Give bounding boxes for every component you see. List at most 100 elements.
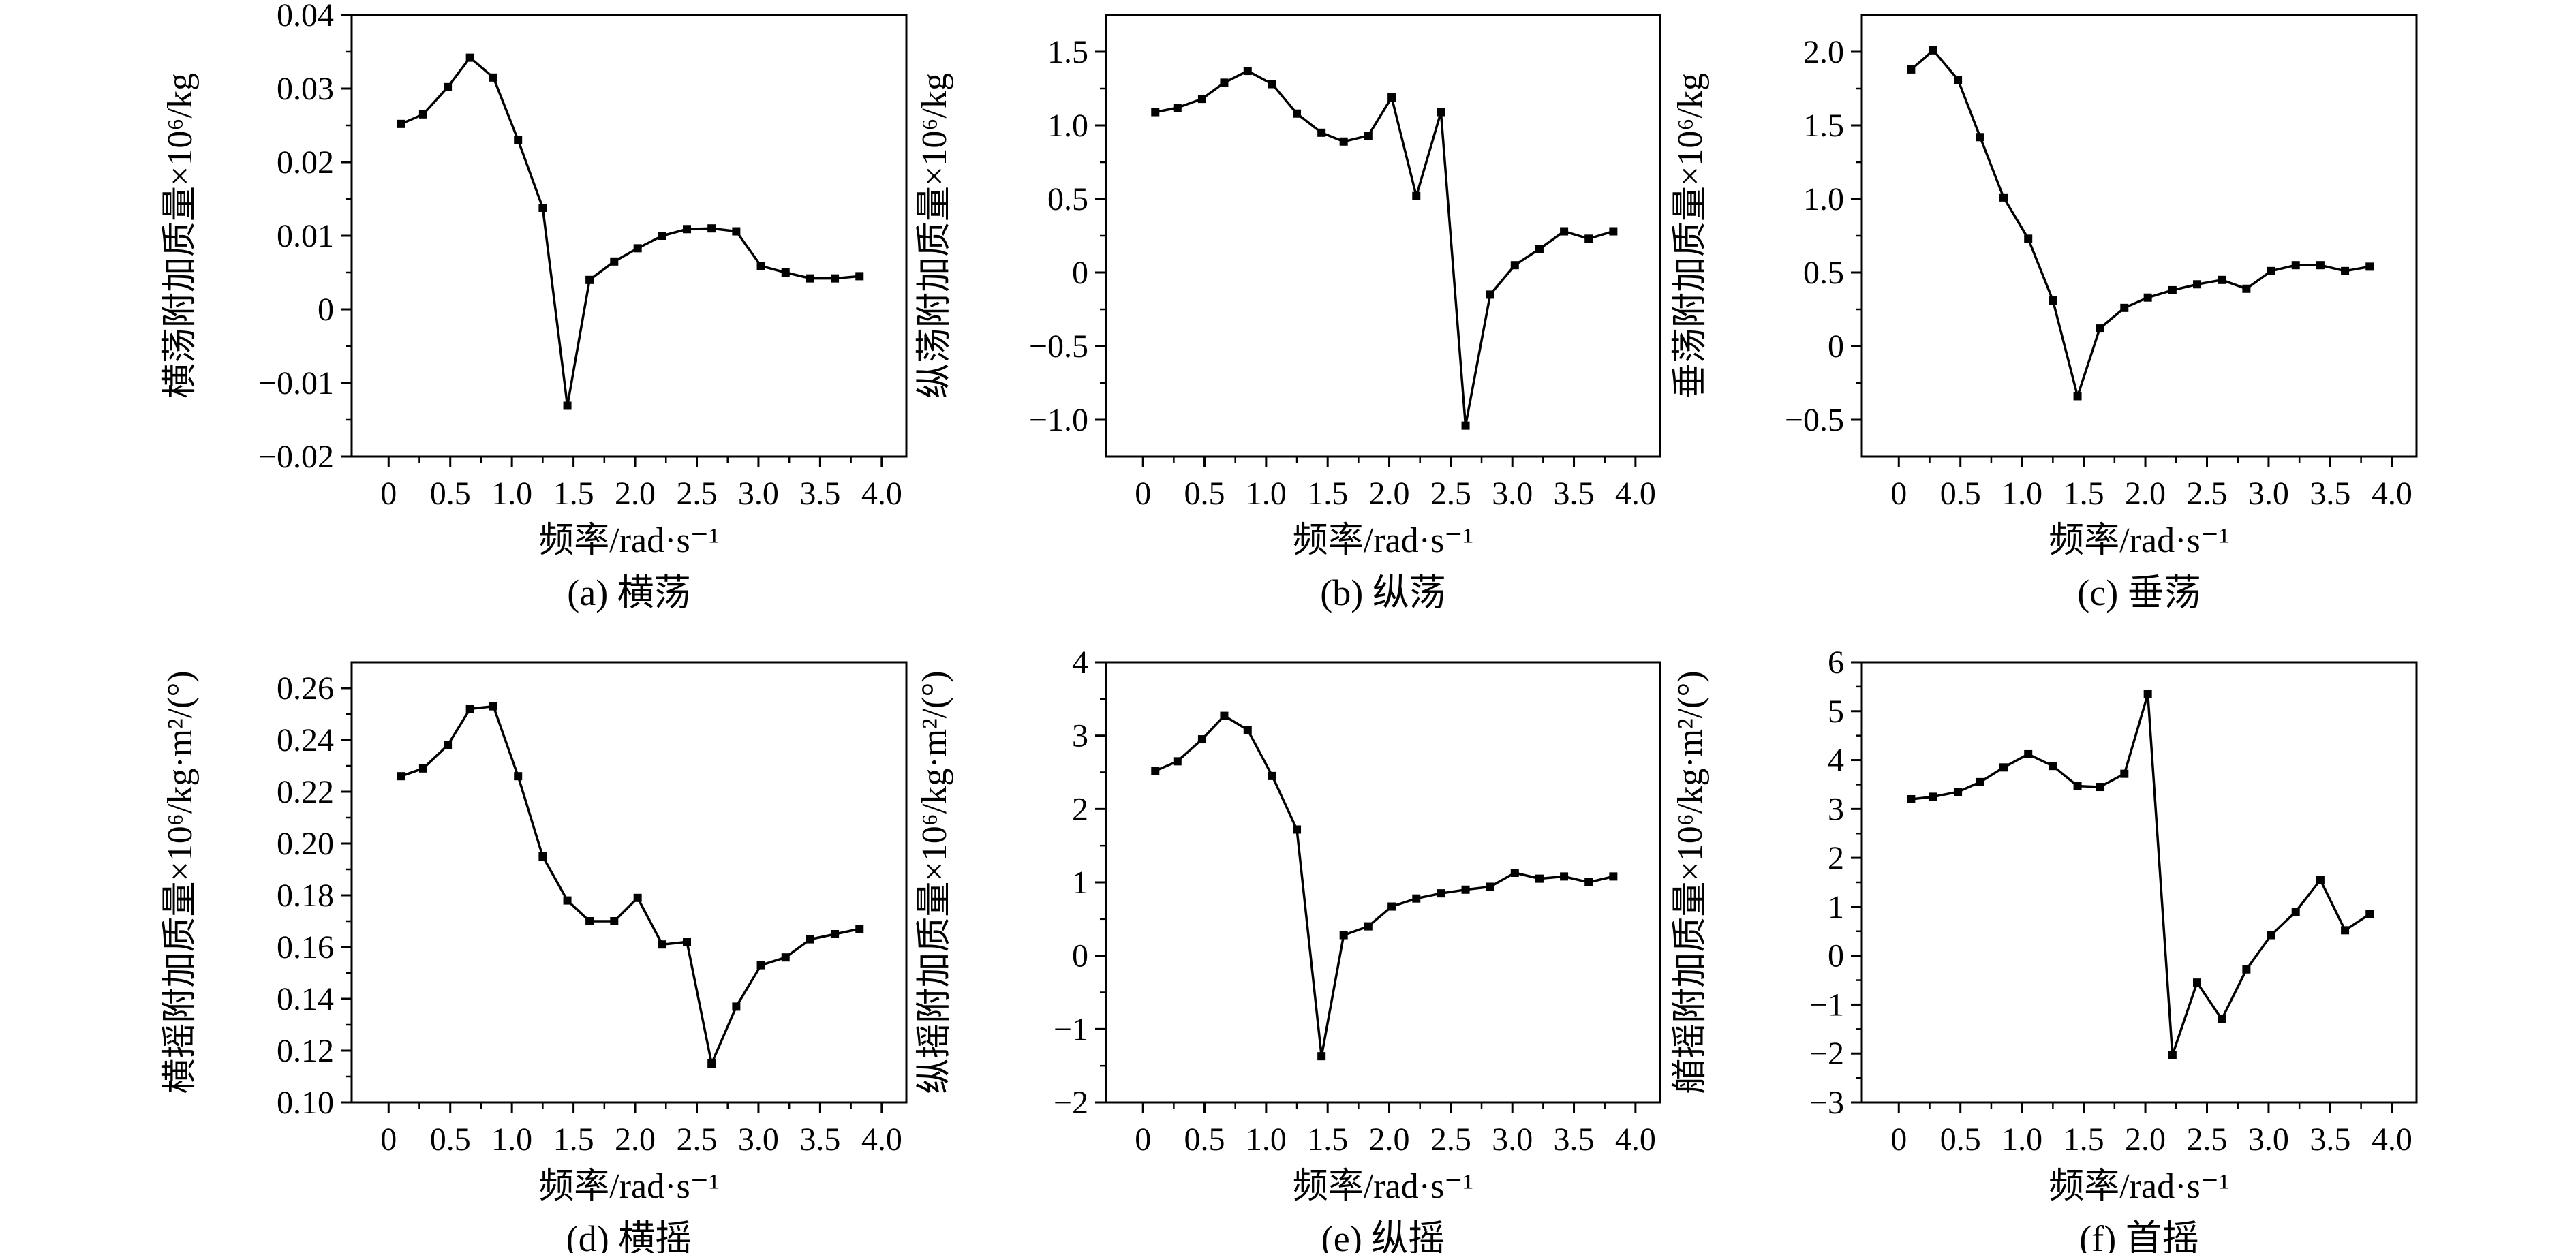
chart-panel-5: 0 0.5 1.0 1.5 2.0 2.5 3.0 3.5 4.0 4 3 2 1 0 −1 −2 频率/rad…	[915, 645, 1661, 1253]
y-tick-label: 1	[1828, 889, 1844, 925]
x-tick-label: 1.5	[2064, 1121, 2104, 1158]
y-tick-label: 3	[1828, 791, 1844, 827]
series-line	[1911, 692, 2371, 1057]
x-tick-label: 2.5	[2186, 476, 2227, 512]
data-point	[1364, 132, 1373, 140]
y-tick-label: −3	[1809, 1085, 1844, 1121]
data-point	[489, 73, 498, 82]
x-tick-label: 2.5	[676, 1121, 717, 1158]
data-point	[2120, 769, 2129, 778]
x-tick-label: 2.0	[1369, 476, 1410, 512]
data-point	[2073, 782, 2082, 790]
x-tick-label: 0.5	[1184, 1121, 1225, 1158]
x-tick-label: 1.5	[553, 476, 594, 512]
data-point	[1560, 227, 1569, 236]
data-point	[1510, 869, 1519, 878]
data-point	[2267, 266, 2275, 275]
data-point	[1954, 788, 1963, 796]
y-tick-label: −1	[1809, 987, 1844, 1023]
x-tick-label: 2.0	[2125, 1121, 2166, 1158]
x-tick-label: 0	[380, 1121, 397, 1158]
data-point	[538, 852, 547, 861]
data-point	[2073, 392, 2082, 401]
x-tick-label: 1.0	[2002, 476, 2042, 512]
data-point	[2365, 262, 2374, 271]
y-tick-label: −0.01	[258, 365, 334, 401]
data-point	[2341, 266, 2350, 275]
plot-frame	[350, 14, 908, 458]
data-point	[1197, 95, 1206, 104]
chart-panel-2: 0 0.5 1.0 1.5 2.0 2.5 3.0 3.5 4.0 1.5 1.0 0.5 0 −0.5 −…	[915, 14, 1661, 613]
data-point	[444, 741, 453, 749]
subplot-caption: (d) 横摇	[566, 1218, 692, 1253]
subplot-caption: (a) 横荡	[567, 572, 690, 613]
y-tick-label: 0.24	[277, 722, 334, 758]
x-tick-label: 2.0	[2125, 476, 2166, 512]
y-tick-label: −0.5	[1029, 328, 1088, 365]
y-tick-label: 0.5	[1803, 255, 1844, 291]
y-tick-label: 0.18	[277, 878, 334, 914]
subplot-caption: (b) 纵荡	[1320, 572, 1445, 613]
data-point	[732, 227, 741, 236]
x-tick-label: 3.0	[1492, 1121, 1533, 1158]
data-point	[831, 930, 840, 938]
data-point	[418, 764, 427, 773]
y-tick-label: −2	[1809, 1036, 1844, 1072]
data-point	[1364, 922, 1373, 931]
y-tick-label: 0.16	[277, 929, 334, 965]
y-axis-label: 纵摇附加质量×10⁶/kg·m²/(°)	[915, 670, 954, 1094]
data-point	[514, 772, 523, 781]
data-point	[1976, 777, 1984, 786]
x-tick-label: 2.0	[615, 1121, 656, 1158]
plot-frame	[350, 661, 908, 1104]
y-tick-label: 0.03	[277, 71, 334, 107]
data-point	[1317, 128, 1326, 137]
data-point	[683, 938, 692, 946]
y-tick-label: 0	[318, 292, 334, 328]
data-point	[1999, 193, 2008, 202]
data-point	[1197, 735, 1206, 744]
x-tick-label: 3.0	[738, 1121, 779, 1158]
data-point	[1293, 109, 1302, 118]
series-line	[1154, 69, 1614, 427]
x-tick-label: 0	[1890, 476, 1907, 512]
data-point	[1151, 767, 1160, 775]
y-tick-label: 5	[1828, 694, 1844, 730]
subplot-caption: (c) 垂荡	[2077, 572, 2201, 613]
y-tick-label: 0.02	[277, 144, 334, 181]
y-tick-label: 0.01	[277, 218, 334, 254]
y-tick-label: −0.5	[1785, 402, 1844, 438]
x-axis-label: 频率/rad·s⁻¹	[1293, 521, 1473, 560]
data-point	[2168, 1051, 2177, 1059]
data-point	[2291, 908, 2300, 916]
x-axis-label: 频率/rad·s⁻¹	[2049, 1167, 2229, 1206]
data-point	[1220, 78, 1229, 87]
data-point	[2168, 285, 2177, 294]
x-tick-label: 3.0	[2248, 1121, 2289, 1158]
x-tick-label: 0.5	[1940, 1121, 1981, 1158]
data-point	[1387, 93, 1396, 102]
y-tick-label: 1.0	[1803, 181, 1844, 217]
data-point	[781, 268, 790, 277]
y-tick-label: 0.10	[277, 1085, 334, 1121]
data-point	[756, 961, 765, 970]
x-tick-label: 1.0	[2002, 1121, 2042, 1158]
x-tick-label: 1.0	[1246, 1121, 1287, 1158]
data-point	[1243, 67, 1252, 76]
data-point	[1907, 794, 1916, 803]
y-axis-label: 艏摇附加质量×10⁶/kg·m²/(°)	[1671, 670, 1710, 1094]
data-point	[707, 1059, 716, 1068]
data-point	[1584, 878, 1593, 886]
x-tick-label: 1.5	[553, 1121, 594, 1158]
data-point	[585, 275, 594, 284]
data-point	[1243, 726, 1252, 734]
data-point	[465, 705, 474, 713]
x-tick-label: 0	[1135, 476, 1151, 512]
y-tick-label: 6	[1828, 645, 1844, 681]
data-point	[1437, 889, 1445, 898]
data-point	[781, 953, 790, 962]
x-tick-label: 0.5	[1184, 476, 1225, 512]
x-tick-label: 3.0	[1492, 476, 1533, 512]
data-point	[2024, 749, 2033, 758]
plot-frame	[1860, 14, 2418, 458]
